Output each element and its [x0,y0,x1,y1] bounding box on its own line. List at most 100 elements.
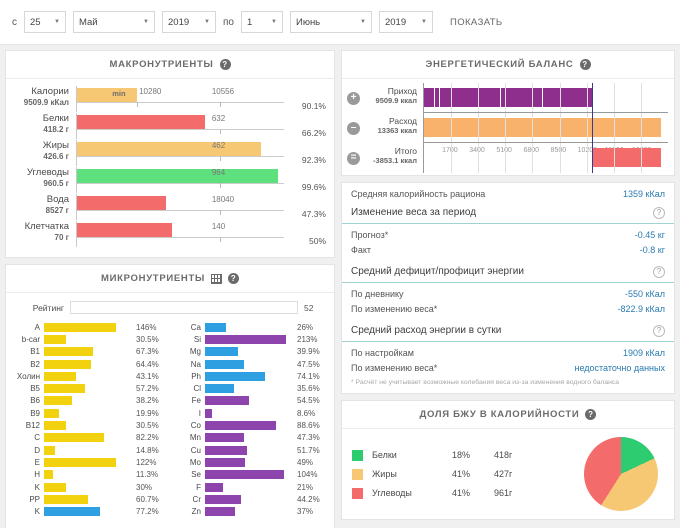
help-icon[interactable]: ? [653,265,665,278]
energy-gridline [559,113,561,143]
year-to-select[interactable]: 2019 ▼ [378,11,433,33]
micro-row: Fe 54.5% [175,395,326,407]
micro-row: B1 67.3% [14,346,165,358]
micro-row: Na 47.5% [175,358,326,370]
legend-item: Жиры 41% 427г [352,465,584,484]
bju-pie-chart [584,437,658,511]
legend-percent: 18% [452,450,471,460]
legend-label: Углеводы [372,488,412,498]
month-to-select[interactable]: Июнь ▼ [289,11,372,33]
macro-track: 140 [76,221,284,247]
help-icon[interactable]: ? [227,273,239,284]
energy-row: = Итого -3853.1 ккал [346,143,668,173]
macro-target: 10556 [211,87,235,96]
help-icon[interactable]: ? [653,324,665,337]
micro-track [44,507,132,517]
micro-label: K [34,507,40,517]
micro-bar [44,421,66,431]
energy-gridline [586,143,588,173]
micro-track [44,334,132,344]
micro-row: Mn 47.3% [175,432,326,444]
energy-gridline [640,113,642,143]
micro-label: B9 [30,408,40,418]
energy-segment-divider [434,88,436,107]
micro-percent: 26% [297,322,314,332]
help-icon[interactable]: ? [653,206,665,219]
macro-percent: 50% [308,236,326,246]
expense-label: Средний расход энергии в сутки [351,325,502,336]
micro-track [44,396,132,406]
macro-bar [77,169,278,183]
avg-calories-label: Средняя калорийность рациона [351,189,486,199]
macro-track: 632 [76,113,284,139]
energy-gridline [532,143,534,173]
micro-label: C [34,433,40,443]
help-icon[interactable]: ? [579,59,591,70]
macro-label: Клетчатка [24,221,69,232]
fact-value: -0.8 кг [639,244,665,255]
bju-share-header: ДОЛЯ БЖУ В КАЛОРИЙНОСТИ ? [342,401,674,429]
year-from-select[interactable]: 2019 ▼ [162,11,216,33]
rating-row: Рейтинг 52 [14,301,326,314]
energy-now-marker [592,83,594,113]
day-to-select[interactable]: 1 ▼ [240,11,283,33]
macro-baseline [77,129,284,130]
micro-percent: 30.5% [136,421,159,431]
micro-label: Zn [191,507,201,517]
micro-percent: 30% [136,482,153,492]
day-from-select[interactable]: 25 ▼ [24,11,66,33]
micro-row: B6 38.2% [14,395,165,407]
energy-gridline [451,143,453,173]
micro-row: K 77.2% [14,505,165,517]
micro-bar [205,445,248,455]
macro-percent: 90.1% [301,101,326,111]
year-from-value: 2019 [168,16,190,28]
forecast-row: Прогноз* -0.45 кг [342,224,674,243]
macro-name: Вода 8527 г [10,194,76,216]
fact-label: Факт [351,244,372,255]
micro-row: H 11.3% [14,469,165,481]
statistics-card: Средняя калорийность рациона 1359 кКал И… [341,182,675,394]
help-icon[interactable]: ? [219,59,231,70]
micro-row: E 122% [14,456,165,468]
macro-amount: 426.6 г [43,151,69,161]
macro-label: Углеводы [26,167,69,178]
micro-track [44,494,132,504]
micro-bar [44,507,101,517]
micro-bar [44,408,59,418]
chevron-down-icon: ▼ [421,19,427,25]
month-from-select[interactable]: Май ▼ [73,11,155,33]
micro-track [44,359,132,369]
micro-percent: 44.2% [297,494,320,504]
show-button[interactable]: ПОКАЗАТЬ [449,16,503,28]
micro-label: PP [29,494,40,504]
macro-percent: 47.3% [301,209,326,219]
macro-track: 964 [76,167,284,193]
legend-percent: 41% [452,469,471,479]
macro-tick [219,129,221,134]
energy-now-marker [592,143,594,173]
micro-track [205,470,293,480]
micro-row: I 8.6% [175,407,326,419]
help-icon[interactable]: ? [585,409,597,420]
micro-bar [44,322,117,332]
micro-track [205,433,293,443]
macro-name: Жиры 426.6 г [10,140,76,162]
energy-sign: + [346,83,361,113]
macro-row: Клетчатка 70 г 140 50% [10,221,326,248]
micronutrients-title: МИКРОНУТРИЕНТЫ [101,273,205,284]
micro-bar [205,347,238,357]
month-from-value: Май [79,16,98,28]
expense-by-weight-label: По изменению веса* [351,362,438,373]
micro-label: Холин [16,371,40,381]
macro-bar [77,88,138,102]
grid-icon[interactable] [210,273,222,284]
energy-track: 17003400510068008500102001190013600 [423,113,668,154]
micro-percent: 14.8% [136,445,159,455]
energy-balance-body: + Приход 9509.9 ккал – Расход 13363 ккал 1700 3… [342,79,674,175]
expense-by-weight-value: недостаточно данных [574,362,665,373]
micro-track [205,408,293,418]
energy-bar [424,88,593,107]
macro-row: Белки 418.2 г 632 66.2% [10,113,326,140]
macro-row: Калории 9509.9 кКал 10556 min 10280 90.1% [10,86,326,113]
